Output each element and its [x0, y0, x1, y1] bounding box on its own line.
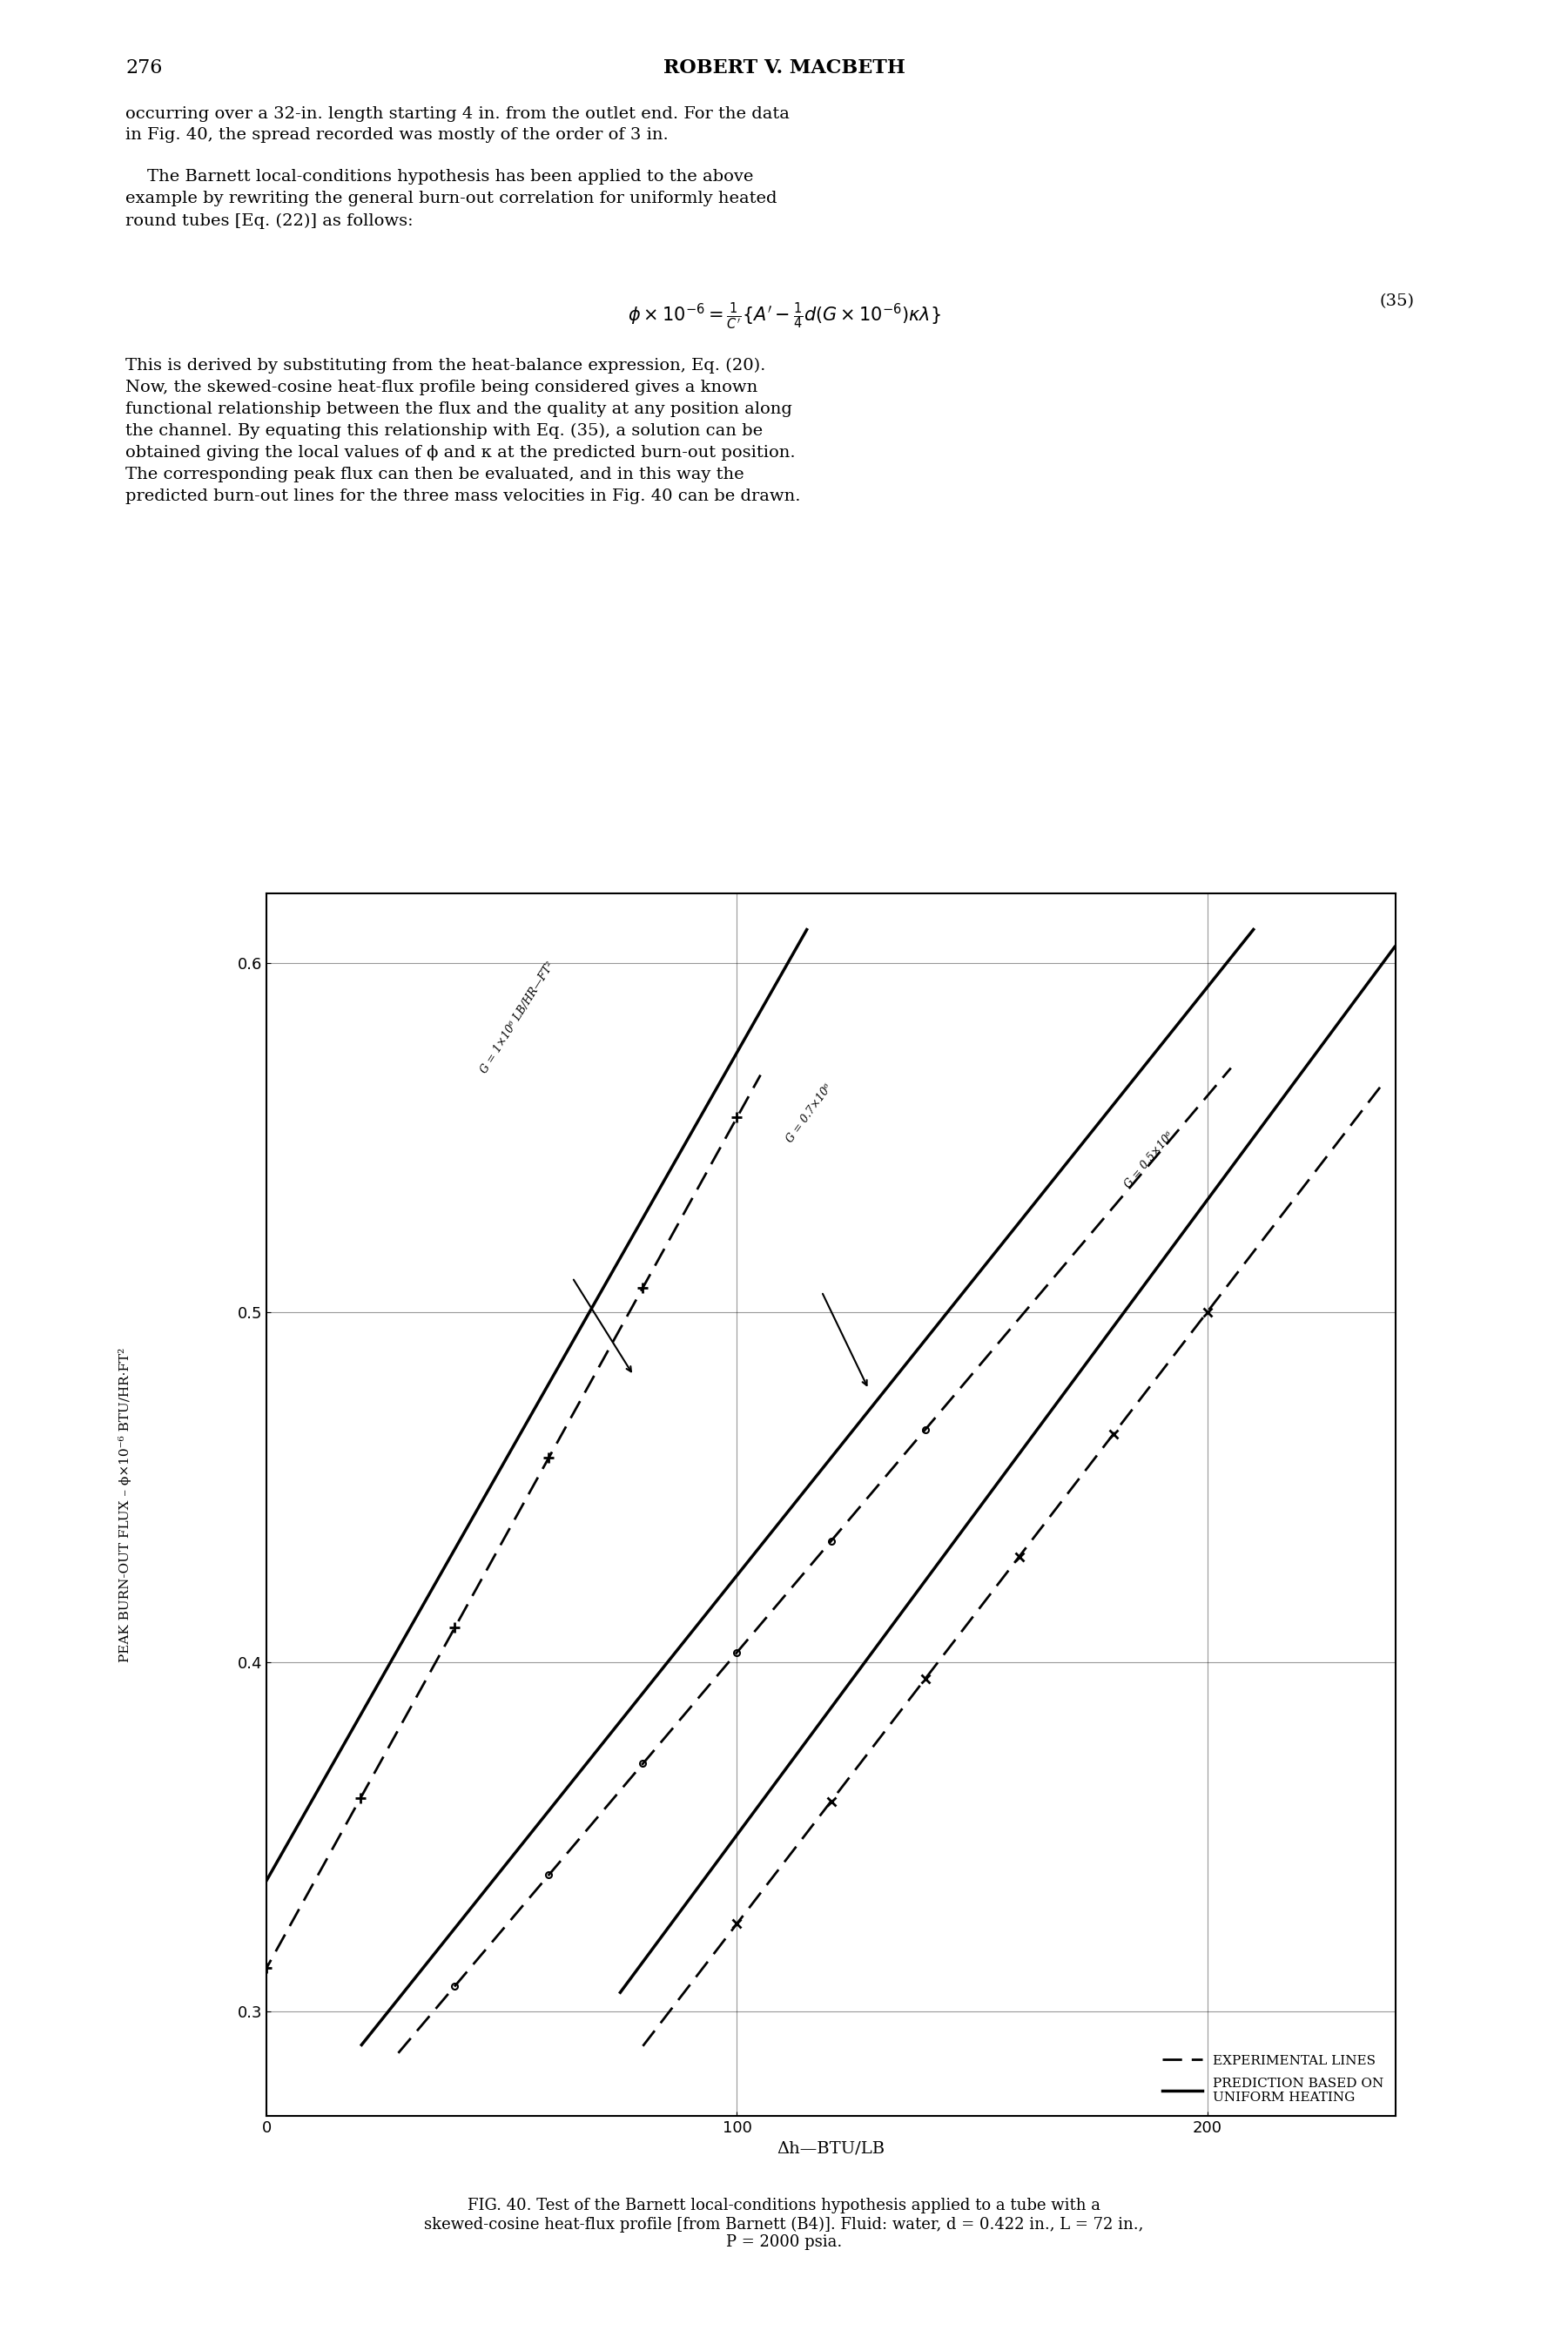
Text: The Barnett local-conditions hypothesis has been applied to the above
example by: The Barnett local-conditions hypothesis …	[125, 169, 778, 228]
Text: G = 0.5×10⁶: G = 0.5×10⁶	[1123, 1128, 1176, 1190]
Text: This is derived by substituting from the heat-balance expression, Eq. (20).
Now,: This is derived by substituting from the…	[125, 357, 801, 503]
Text: G = 0.7×10⁶: G = 0.7×10⁶	[784, 1081, 834, 1145]
Text: FIG. 40. Test of the Barnett local-conditions hypothesis applied to a tube with : FIG. 40. Test of the Barnett local-condi…	[425, 2198, 1143, 2250]
Text: occurring over a 32-in. length starting 4 in. from the outlet end. For the data
: occurring over a 32-in. length starting …	[125, 106, 790, 143]
Text: $\phi \times 10^{-6} = \frac{1}{C'}\{A' - \frac{1}{4}d(G \times 10^{-6})\kappa\l: $\phi \times 10^{-6} = \frac{1}{C'}\{A' …	[627, 301, 941, 331]
Text: 276: 276	[125, 59, 163, 78]
X-axis label: Δh—BTU/LB: Δh—BTU/LB	[778, 2142, 884, 2156]
Text: G = 1×10⁶ LB/HR—FT²: G = 1×10⁶ LB/HR—FT²	[478, 959, 557, 1074]
Text: ROBERT V. MACBETH: ROBERT V. MACBETH	[663, 59, 905, 78]
Y-axis label: PEAK BURN-OUT FLUX – ϕ×10⁻⁶ BTU/HR·FT²: PEAK BURN-OUT FLUX – ϕ×10⁻⁶ BTU/HR·FT²	[118, 1347, 132, 1662]
Text: (35): (35)	[1380, 294, 1414, 310]
Legend: EXPERIMENTAL LINES, PREDICTION BASED ON
UNIFORM HEATING: EXPERIMENTAL LINES, PREDICTION BASED ON …	[1157, 2050, 1389, 2109]
